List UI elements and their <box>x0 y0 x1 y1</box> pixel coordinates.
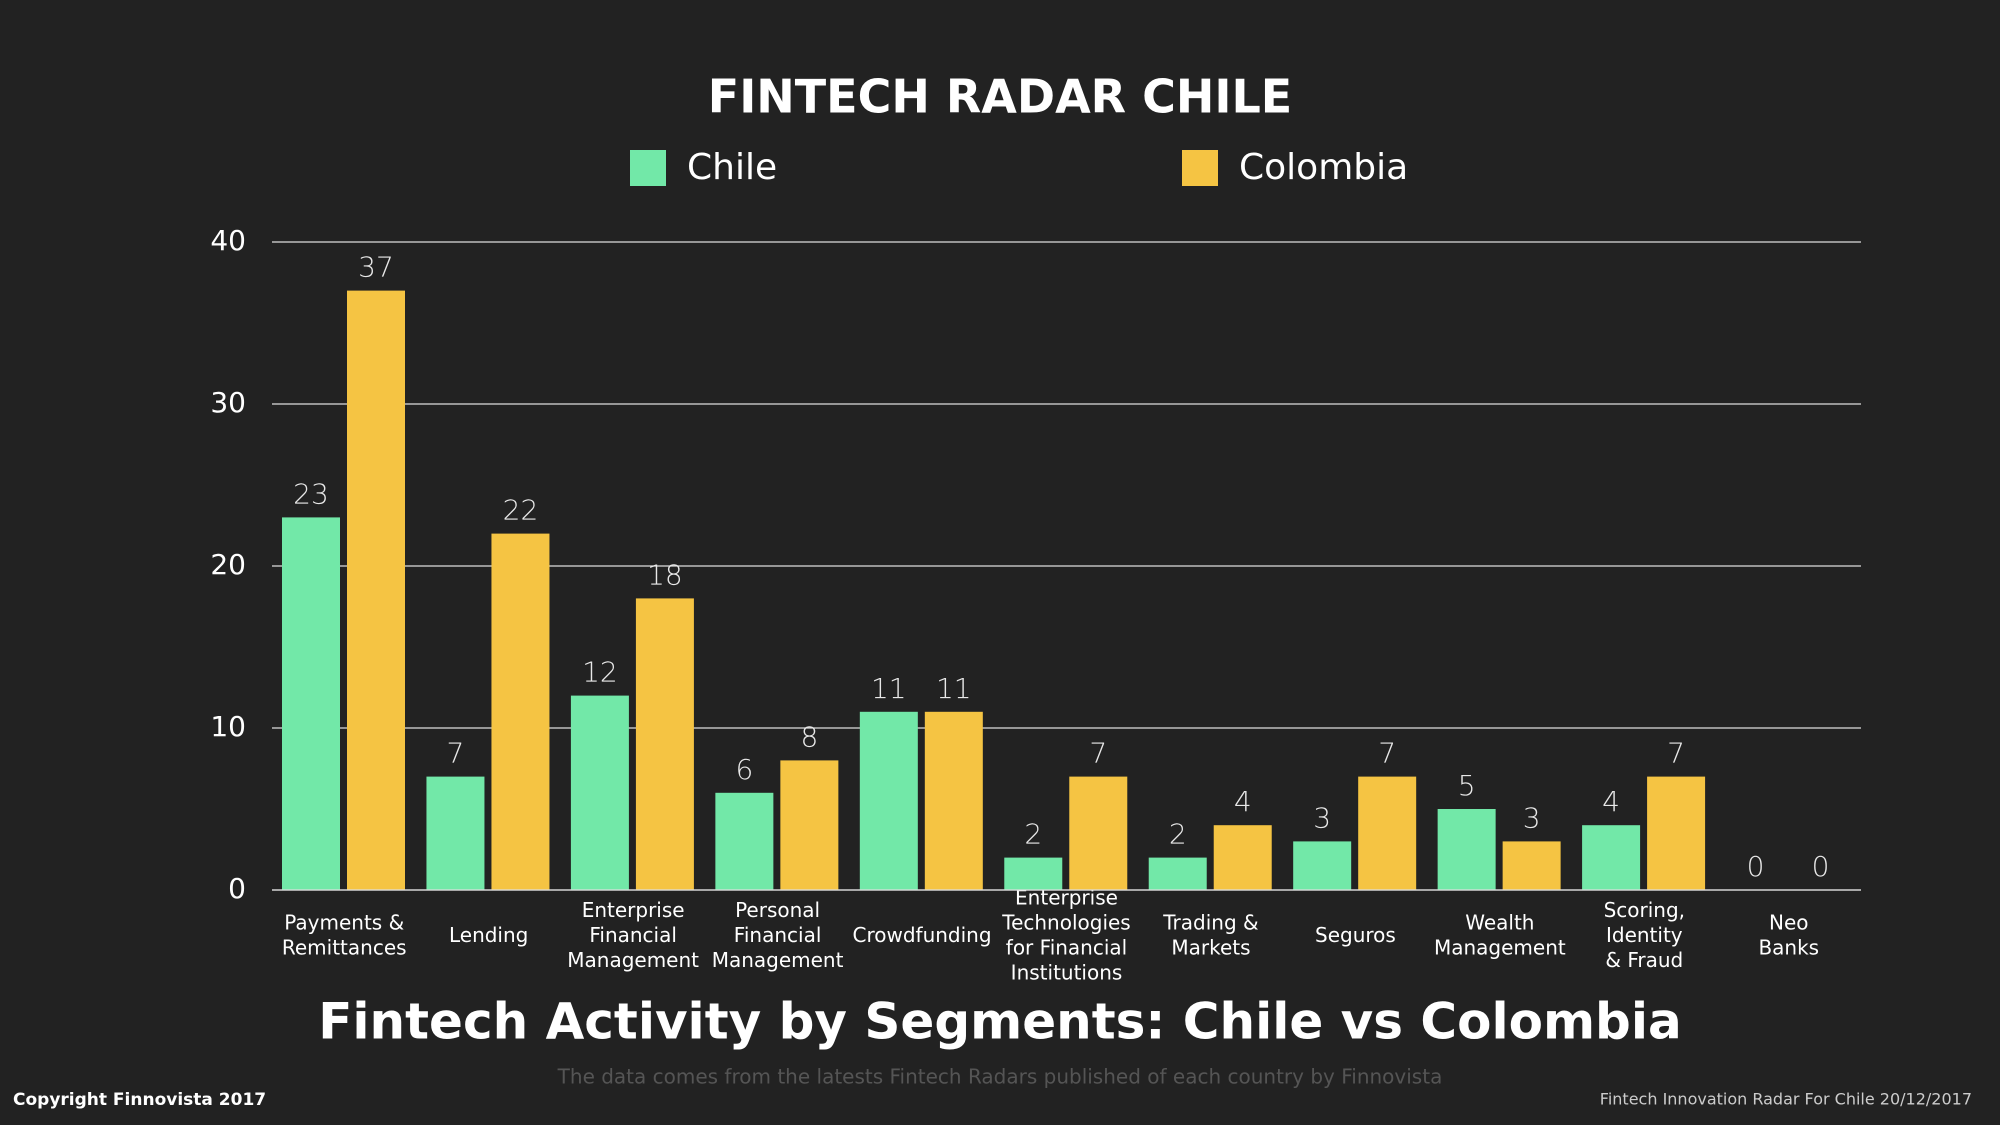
bar <box>426 776 485 890</box>
x-tick-line: Wealth <box>1465 910 1534 934</box>
value-label: 5 <box>1458 769 1476 802</box>
x-tick-label: Enterprise Financial Management <box>567 898 699 972</box>
y-tick-label: 10 <box>210 710 246 743</box>
chart-subtitle: Fintech Activity by Segments: Chile vs C… <box>318 993 1681 1051</box>
value-label: 6 <box>735 753 753 786</box>
x-tick-label: Personal Financial Management <box>712 898 844 972</box>
bar <box>924 711 983 890</box>
x-tick-line: Identity <box>1606 923 1683 947</box>
bar <box>859 711 918 890</box>
x-tick-line: Lending <box>449 923 528 947</box>
value-label: 18 <box>647 558 683 591</box>
legend-swatch <box>1182 150 1218 186</box>
x-tick-label: Scoring, Identity & Fraud <box>1604 898 1685 972</box>
x-tick-line: & Fraud <box>1605 948 1683 972</box>
value-label: 12 <box>582 656 618 689</box>
x-tick-label: Neo Banks <box>1758 910 1819 959</box>
legend-label: Colombia <box>1239 147 1408 188</box>
x-tick-line: Remittances <box>282 935 407 959</box>
x-tick-line: Seguros <box>1315 923 1396 947</box>
x-tick-line: Enterprise <box>582 898 685 922</box>
value-label: 22 <box>503 494 539 527</box>
value-label: 7 <box>1667 737 1685 770</box>
bar <box>1148 857 1207 890</box>
value-label: 0 <box>1747 850 1765 883</box>
x-tick-line: Management <box>1434 935 1566 959</box>
bar <box>1293 841 1352 890</box>
bar <box>1069 776 1128 890</box>
x-tick-line: for Financial <box>1006 935 1127 959</box>
value-label: 7 <box>1089 737 1107 770</box>
bar <box>1647 776 1706 890</box>
x-tick-label: Wealth Management <box>1434 910 1566 959</box>
bar <box>1004 857 1063 890</box>
value-label: 7 <box>1378 737 1396 770</box>
x-tick-label: Lending <box>449 923 528 947</box>
source-note: The data comes from the latests Fintech … <box>557 1065 1443 1089</box>
x-tick-line: Neo <box>1769 910 1809 934</box>
x-tick-label: Enterprise Technologies for Financial Insti… <box>1001 885 1130 984</box>
bar <box>570 695 629 890</box>
bar <box>347 290 405 891</box>
x-tick-line: Markets <box>1171 935 1250 959</box>
y-tick-label: 0 <box>228 872 246 905</box>
chart-title: FINTECH RADAR CHILE <box>708 70 1292 124</box>
bar <box>491 533 550 890</box>
value-label: 0 <box>1812 850 1830 883</box>
value-label: 7 <box>447 737 465 770</box>
x-tick-line: Banks <box>1758 935 1819 959</box>
y-tick-label: 20 <box>210 548 246 581</box>
x-tick-line: Management <box>712 948 844 972</box>
bar <box>635 598 694 890</box>
x-tick-label: Crowdfunding <box>853 923 992 947</box>
x-tick-label: Payments & Remittances <box>282 910 407 959</box>
x-tick-line: Crowdfunding <box>853 923 992 947</box>
x-tick-line: Scoring, <box>1604 898 1685 922</box>
value-label: 4 <box>1602 785 1620 818</box>
footer: Fintech Innovation Radar For Chile 20/12… <box>1600 1090 1972 1109</box>
bar <box>282 517 340 890</box>
y-tick-label: 40 <box>210 224 246 257</box>
legend-swatch <box>630 150 666 186</box>
y-tick-label: 30 <box>210 386 246 419</box>
value-label: 3 <box>1523 801 1541 834</box>
bar <box>1502 841 1561 890</box>
value-label: 3 <box>1313 801 1331 834</box>
value-label: 2 <box>1024 818 1042 851</box>
bar <box>1582 825 1641 890</box>
legend-label: Chile <box>687 147 777 188</box>
value-label: 4 <box>1234 785 1252 818</box>
value-label: 23 <box>293 477 329 510</box>
x-tick-line: Institutions <box>1011 960 1123 984</box>
bar <box>780 760 839 890</box>
bar <box>715 792 774 890</box>
x-tick-line: Management <box>567 948 699 972</box>
x-tick-line: Financial <box>589 923 677 947</box>
bar <box>1213 825 1272 890</box>
x-tick-line: Personal <box>735 898 820 922</box>
value-label: 11 <box>936 672 972 705</box>
value-label: 37 <box>358 251 394 284</box>
copyright: Copyright Finnovista 2017 <box>13 1090 266 1110</box>
x-tick-line: Financial <box>734 923 822 947</box>
x-tick-line: Trading & <box>1162 910 1258 934</box>
bar <box>1437 809 1496 890</box>
x-tick-label: Trading & Markets <box>1162 910 1258 959</box>
value-label: 2 <box>1169 818 1187 851</box>
bar <box>1358 776 1417 890</box>
value-label: 8 <box>800 720 818 753</box>
x-tick-line: Payments & <box>284 910 404 934</box>
x-tick-line: Technologies <box>1001 910 1130 934</box>
x-tick-label: Seguros <box>1315 923 1396 947</box>
value-label: 11 <box>871 672 907 705</box>
